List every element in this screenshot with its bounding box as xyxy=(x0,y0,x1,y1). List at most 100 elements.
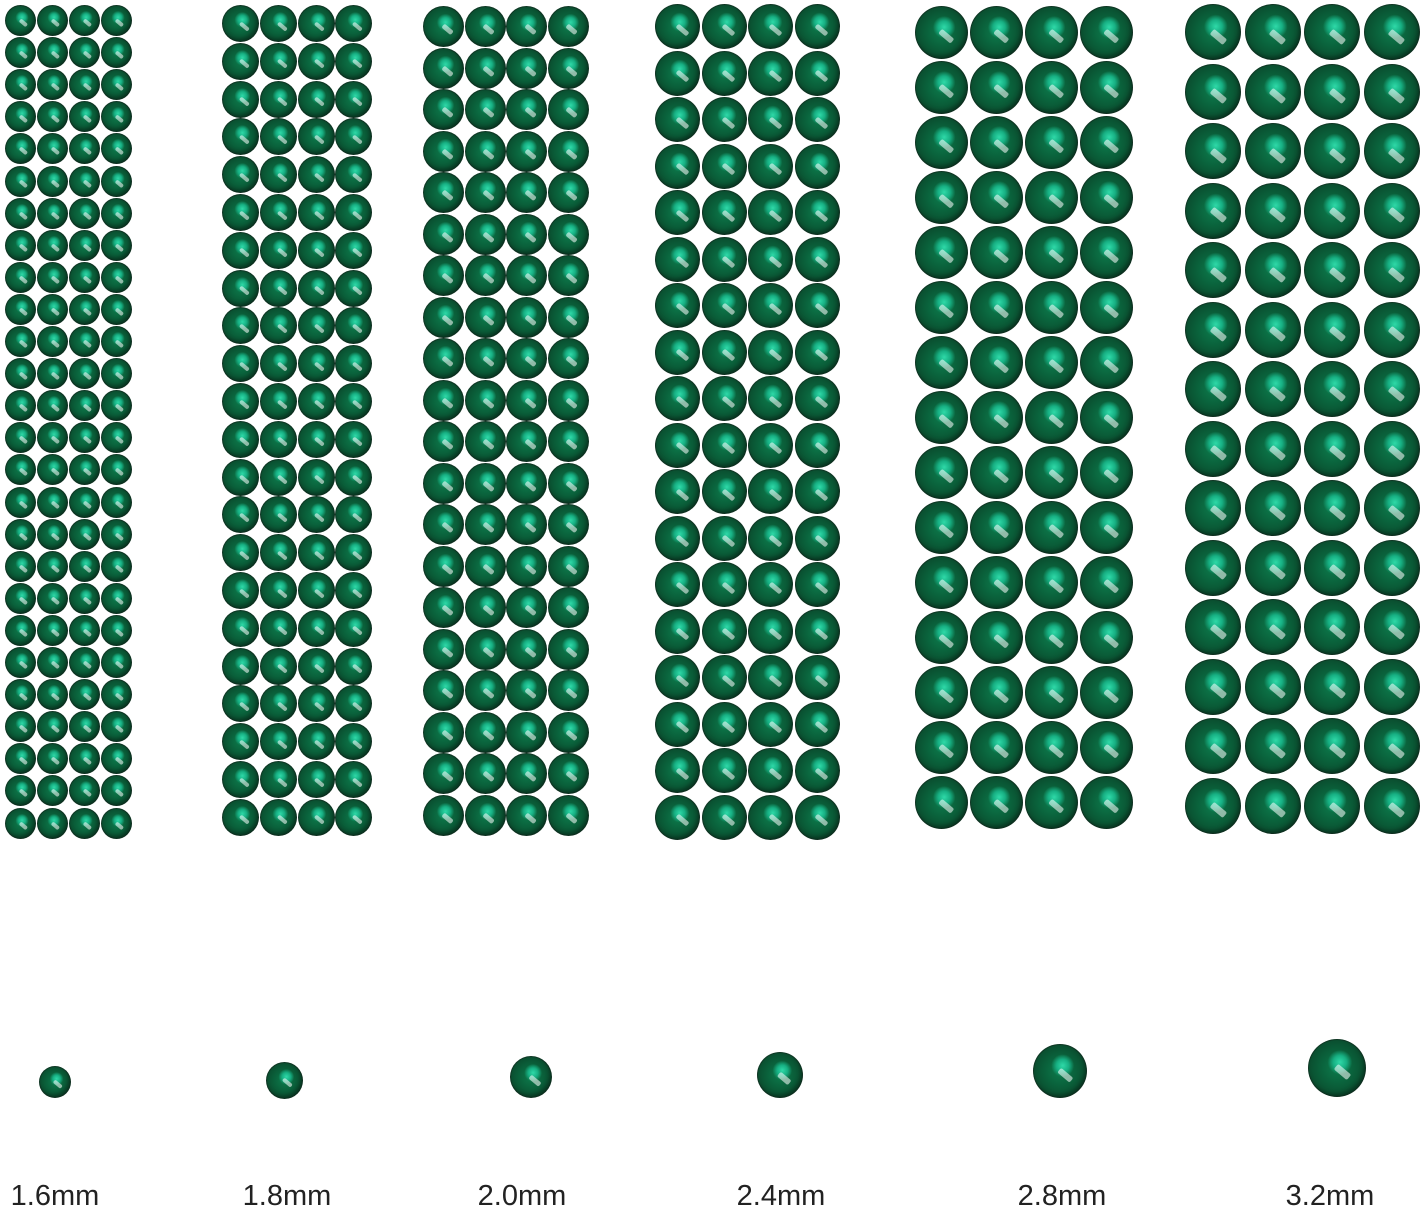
rhinestone xyxy=(748,562,793,607)
rhinestone xyxy=(5,229,36,261)
rhinestone xyxy=(1080,556,1133,609)
rhinestone xyxy=(547,504,589,545)
rhinestone xyxy=(101,679,133,711)
rhinestone xyxy=(259,231,297,269)
rhinestone xyxy=(222,42,259,80)
rhinestone xyxy=(259,307,297,345)
size-label-1-8mm: 1.8mm xyxy=(242,1180,332,1212)
rhinestone xyxy=(101,197,133,229)
rhinestone xyxy=(222,194,259,231)
rhinestone xyxy=(794,794,840,840)
rhinestone xyxy=(297,685,335,723)
rhinestone xyxy=(794,4,840,49)
rhinestone xyxy=(69,229,101,261)
rhinestone xyxy=(1185,539,1241,596)
sample-rhinestone xyxy=(757,1052,803,1098)
rhinestone xyxy=(970,391,1023,444)
rhinestone xyxy=(259,269,297,307)
rhinestone xyxy=(69,390,101,422)
rhinestone xyxy=(1185,658,1241,715)
rhinestone xyxy=(794,748,840,793)
rhinestone xyxy=(5,69,36,101)
rhinestone xyxy=(259,723,297,761)
rhinestone xyxy=(794,190,840,235)
rhinestone xyxy=(5,550,36,582)
rhinestone xyxy=(794,376,840,421)
rhinestone xyxy=(701,469,747,514)
rhinestone xyxy=(655,376,700,421)
rhinestone xyxy=(748,655,793,700)
rhinestone xyxy=(547,670,589,711)
rhinestone xyxy=(101,293,133,325)
rhinestone xyxy=(259,609,297,647)
rhinestone xyxy=(547,628,589,670)
rhinestone xyxy=(222,761,259,798)
rhinestone xyxy=(69,5,101,36)
rhinestone xyxy=(655,283,700,328)
rhinestone xyxy=(1244,123,1301,179)
rhinestone xyxy=(259,572,297,609)
rhinestone xyxy=(915,721,968,774)
rhinestone xyxy=(1363,658,1420,715)
rhinestone xyxy=(37,197,69,229)
rhinestone xyxy=(701,422,747,468)
rhinestone xyxy=(1080,666,1133,719)
rhinestone xyxy=(547,213,589,255)
rhinestone xyxy=(464,379,506,421)
rhinestone xyxy=(1244,4,1301,60)
rhinestone xyxy=(101,326,133,357)
rhinestone xyxy=(547,794,589,836)
rhinestone xyxy=(506,172,547,213)
rhinestone xyxy=(5,165,36,197)
rhinestone xyxy=(101,69,133,101)
rhinestone xyxy=(701,329,747,375)
rhinestone xyxy=(915,6,968,59)
rhinestone xyxy=(222,345,259,383)
rhinestone xyxy=(259,534,297,572)
rhinestone xyxy=(1304,599,1360,655)
rhinestone xyxy=(1080,116,1133,169)
rhinestone xyxy=(1363,480,1420,536)
rhinestone xyxy=(259,42,297,80)
rhinestone xyxy=(335,496,373,534)
size-label-2-0mm: 2.0mm xyxy=(477,1180,567,1212)
rhinestone xyxy=(701,376,747,421)
rhinestone xyxy=(335,345,373,383)
rhinestone xyxy=(1304,4,1360,60)
rhinestone xyxy=(69,69,101,101)
size-label-1-6mm: 1.6mm xyxy=(10,1180,100,1212)
rhinestone xyxy=(547,89,589,130)
rhinestone xyxy=(297,118,335,156)
rhinestone xyxy=(1363,123,1420,179)
rhinestone xyxy=(970,336,1023,389)
rhinestone xyxy=(1185,361,1241,417)
rhinestone xyxy=(915,171,968,224)
rhinestone xyxy=(5,293,36,325)
rhinestone xyxy=(1304,63,1360,120)
rhinestone xyxy=(335,194,373,231)
rhinestone xyxy=(970,281,1023,334)
rhinestone xyxy=(701,701,747,747)
rhinestone xyxy=(506,670,547,711)
rhinestone xyxy=(5,711,36,743)
rhinestone xyxy=(423,213,464,255)
rhinestone xyxy=(37,614,69,646)
rhinestone xyxy=(69,197,101,229)
rhinestone xyxy=(794,469,840,514)
rhinestone xyxy=(1244,242,1301,298)
rhinestone xyxy=(1080,501,1133,554)
rhinestone xyxy=(297,761,335,798)
rhinestone xyxy=(970,6,1023,59)
rhinestone xyxy=(69,293,101,325)
rhinestone xyxy=(547,421,589,462)
size-label-2-4mm: 2.4mm xyxy=(736,1180,826,1212)
rhinestone xyxy=(915,226,968,279)
rhinestone xyxy=(1080,6,1133,59)
rhinestone xyxy=(423,89,464,130)
rhinestone xyxy=(748,283,793,328)
rhinestone xyxy=(748,469,793,514)
rhinestone xyxy=(748,329,793,375)
rhinestone xyxy=(464,545,506,587)
rhinestone xyxy=(69,37,101,69)
rhinestone xyxy=(506,130,547,172)
